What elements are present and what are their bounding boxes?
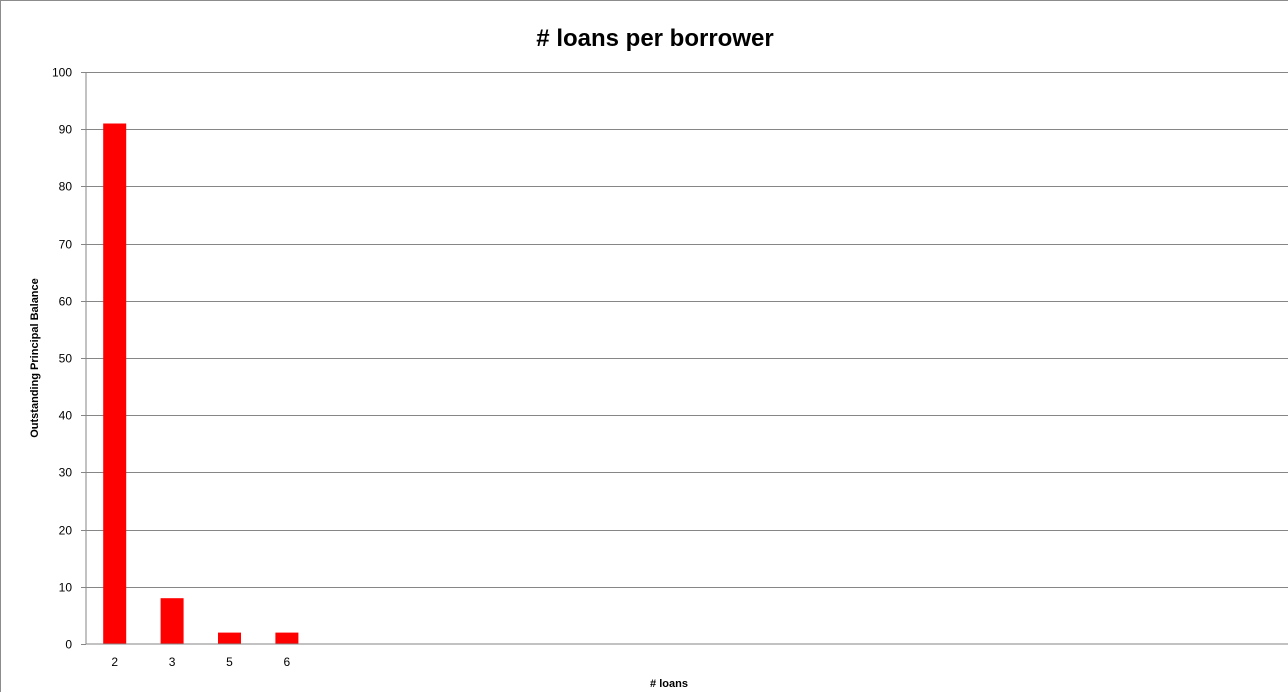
x-axis-label: # loans xyxy=(650,678,688,690)
bars xyxy=(103,123,299,644)
bar-3 xyxy=(160,598,184,644)
y-tick-label: 70 xyxy=(59,238,73,252)
chart-title: # loans per borrower xyxy=(536,25,773,52)
y-tick-label: 50 xyxy=(59,352,73,366)
gridlines xyxy=(86,72,1288,588)
y-axis-label: Outstanding Principal Balance xyxy=(29,278,41,438)
y-tick-label: 60 xyxy=(59,295,73,309)
y-axis-ticks: 0 10 20 30 40 50 60 70 80 90 100 xyxy=(52,66,86,652)
y-tick-label: 100 xyxy=(52,66,72,80)
bar-6 xyxy=(275,632,299,644)
y-tick-label: 80 xyxy=(59,180,73,194)
y-tick-label: 20 xyxy=(59,524,73,538)
y-tick-label: 10 xyxy=(59,581,73,595)
bar-5 xyxy=(218,632,241,644)
y-tick-label: 30 xyxy=(59,466,73,480)
x-axis-ticks: 2 3 5 6 xyxy=(111,655,290,669)
bar-2 xyxy=(103,123,127,644)
x-tick-label: 6 xyxy=(284,655,291,669)
y-tick-label: 0 xyxy=(65,638,72,652)
x-tick-label: 3 xyxy=(169,655,176,669)
y-tick-label: 90 xyxy=(59,123,73,137)
x-tick-label: 5 xyxy=(226,655,233,669)
y-tick-label: 40 xyxy=(59,409,73,423)
x-tick-label: 2 xyxy=(111,655,118,669)
